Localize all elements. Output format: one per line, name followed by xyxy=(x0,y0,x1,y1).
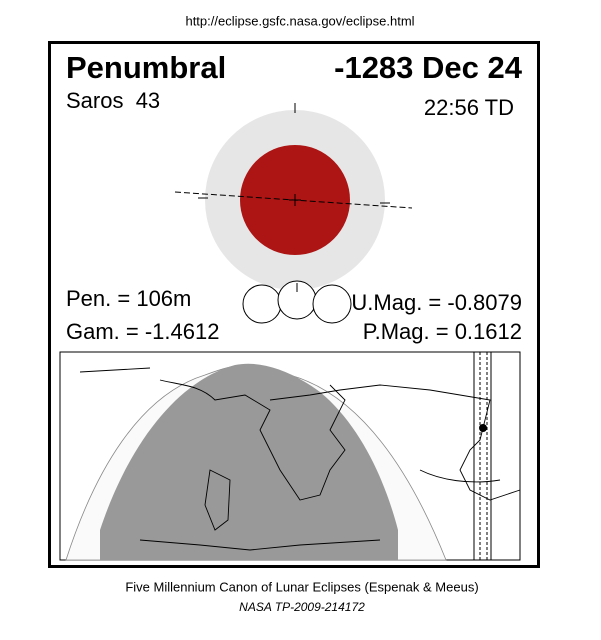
footer-line1: Five Millennium Canon of Lunar Eclipses … xyxy=(125,579,478,594)
greatest-eclipse-point xyxy=(479,424,487,432)
url: http://eclipse.gsfc.nasa.gov/eclipse.htm… xyxy=(185,13,414,28)
frame xyxy=(48,41,540,568)
visibility-zone xyxy=(100,363,398,560)
coastlines xyxy=(79,367,521,551)
gam: Gam. = -1.4612 xyxy=(66,319,219,344)
moon xyxy=(312,284,352,324)
map xyxy=(59,351,521,561)
umag: U.Mag. = -0.8079 xyxy=(351,290,522,315)
coastlines xyxy=(204,469,231,531)
time: 22:56 TD xyxy=(424,95,514,120)
pmag: P.Mag. = 0.1612 xyxy=(363,319,522,344)
saros: Saros 43 xyxy=(66,88,160,113)
moon xyxy=(242,284,282,324)
eclipse-date: -1283 Dec 24 xyxy=(334,50,523,85)
eclipse-type: Penumbral xyxy=(66,50,226,85)
footer-line2: NASA TP-2009-214172 xyxy=(239,600,365,614)
pen: Pen. = 106m xyxy=(66,286,191,311)
